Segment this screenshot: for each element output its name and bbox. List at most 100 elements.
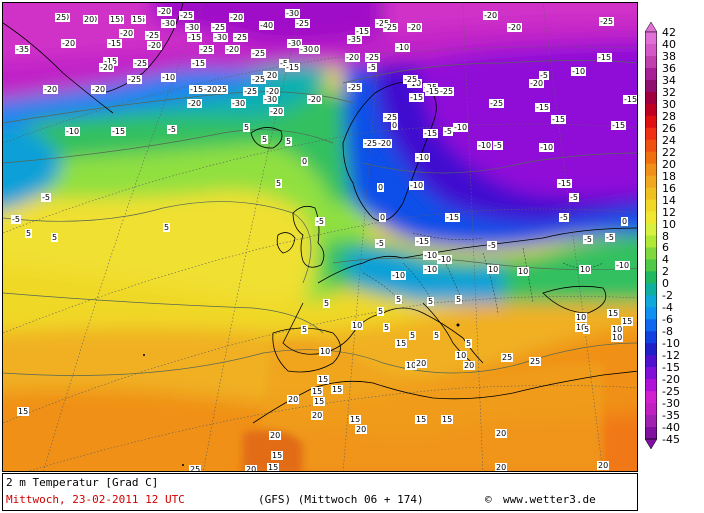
temperature-label: -15 xyxy=(111,127,127,136)
scale-swatch xyxy=(645,283,657,296)
scale-swatch xyxy=(645,103,657,117)
scale-tick-label: -12 xyxy=(662,349,680,363)
temperature-label: -20 xyxy=(483,11,499,20)
scale-swatch xyxy=(645,199,657,213)
scale-swatch xyxy=(645,115,657,129)
scale-swatch xyxy=(645,331,657,344)
temperature-label: 10 xyxy=(611,325,624,334)
temperature-label: -20 xyxy=(229,13,245,22)
scale-swatch xyxy=(645,271,657,284)
temperature-label: -25 xyxy=(489,99,505,108)
temperature-label: -5 xyxy=(487,241,497,250)
model-line: (GFS) (Mittwoch 06 + 174) xyxy=(258,493,424,506)
temperature-label: -15 xyxy=(623,95,638,104)
temperature-label: 15 xyxy=(349,415,362,424)
islands xyxy=(143,323,460,466)
temperature-label: -25 xyxy=(347,83,363,92)
temperature-label: -25 xyxy=(295,19,311,28)
scale-tick-label: 18 xyxy=(662,169,676,183)
temperature-label: -5 xyxy=(375,239,385,248)
temperature-label: 10 xyxy=(517,267,530,276)
temperature-label: 25 xyxy=(55,13,68,22)
scale-tick-label: -30 xyxy=(662,397,680,411)
temperature-label: -25 xyxy=(383,113,399,122)
scale-tick-label: 20 xyxy=(662,157,676,171)
temperature-label: -20 xyxy=(99,63,115,72)
temperature-label: 5 xyxy=(433,331,441,340)
temperature-label: -25 xyxy=(599,17,615,26)
temperature-label: -25 xyxy=(403,75,419,84)
scale-swatch xyxy=(645,355,657,368)
temperature-label: 5 xyxy=(25,229,33,238)
map-title: 2 m Temperatur [Grad C] xyxy=(6,476,159,489)
temperature-label: -35 xyxy=(347,35,363,44)
temperature-label: -40 xyxy=(259,21,275,30)
lat-lon-grid xyxy=(3,3,637,471)
temperature-label: -20 xyxy=(529,79,545,88)
temperature-label: 5 xyxy=(51,233,59,242)
scale-swatch xyxy=(645,403,657,416)
temperature-label: 15 xyxy=(607,309,620,318)
temperature-label: -25 xyxy=(213,85,229,94)
temperature-label: -20 xyxy=(187,99,203,108)
scale-tick-label: 32 xyxy=(662,85,676,99)
temperature-label: -15 xyxy=(415,237,431,246)
temperature-label: 20 xyxy=(83,15,96,24)
temperature-label: 5 xyxy=(285,137,293,146)
scale-swatch xyxy=(645,415,657,428)
scale-swatch xyxy=(645,91,657,105)
scale-swatch xyxy=(645,259,657,272)
temperature-label: 20 xyxy=(495,463,508,472)
temperature-label: -25 xyxy=(179,11,195,20)
temperature-label: -5 xyxy=(569,193,579,202)
temperature-label: -15 xyxy=(597,53,613,62)
temperature-label: 15 xyxy=(311,387,324,396)
temperature-label: 15 xyxy=(131,15,144,24)
temperature-label: -10 xyxy=(415,153,431,162)
scale-tick-label: 36 xyxy=(662,61,676,75)
temperature-label: 5 xyxy=(395,295,403,304)
scale-tick-label: 38 xyxy=(662,49,676,63)
temperature-label: -15 xyxy=(187,33,203,42)
scale-tick-label: -2 xyxy=(662,289,673,303)
temperature-label: -15 xyxy=(423,129,439,138)
temperature-label: 20 xyxy=(597,461,610,470)
scale-tick-label: 6 xyxy=(662,241,669,255)
scale-swatch xyxy=(645,379,657,392)
scale-swatch xyxy=(645,343,657,356)
temperature-label: -5 xyxy=(167,125,177,134)
temperature-label: 20 xyxy=(463,361,476,370)
scale-swatch xyxy=(645,151,657,165)
temperature-label: -10 xyxy=(161,73,177,82)
temperature-label: 25 xyxy=(529,357,542,366)
scale-top-arrow xyxy=(645,22,657,33)
temperature-label: 0 xyxy=(301,157,309,166)
scale-swatch xyxy=(645,55,657,69)
temperature-label: -25 xyxy=(383,23,399,32)
temperature-label: 0 xyxy=(621,217,629,226)
temperature-label: -10 xyxy=(423,265,439,274)
scale-swatch xyxy=(645,43,657,57)
temperature-label: -15 xyxy=(355,27,371,36)
temperature-label: -5 xyxy=(443,127,453,136)
temperature-label: 5 xyxy=(583,325,591,334)
scale-swatch xyxy=(645,319,657,332)
temperature-label: 25 xyxy=(501,353,514,362)
temperature-label: 10 xyxy=(487,265,500,274)
temperature-label: -15 xyxy=(551,115,567,124)
scale-tick-label: 28 xyxy=(662,109,676,123)
temperature-label: -20 xyxy=(119,29,135,38)
temperature-label: -15 xyxy=(107,39,123,48)
temperature-label: 5 xyxy=(301,325,309,334)
temperature-label: -5 xyxy=(11,215,21,224)
scale-tick-label: 2 xyxy=(662,265,669,279)
scale-tick-label: 10 xyxy=(662,217,676,231)
temperature-label: 5 xyxy=(163,223,171,232)
temperature-label: 20 xyxy=(287,395,300,404)
temperature-label: 10 xyxy=(575,323,588,332)
temperature-label: 15 xyxy=(331,385,344,394)
temperature-label: 0 xyxy=(377,183,385,192)
temperature-label: -5 xyxy=(539,71,549,80)
scale-tick-label: -45 xyxy=(662,433,680,446)
scale-tick-label: 26 xyxy=(662,121,676,135)
